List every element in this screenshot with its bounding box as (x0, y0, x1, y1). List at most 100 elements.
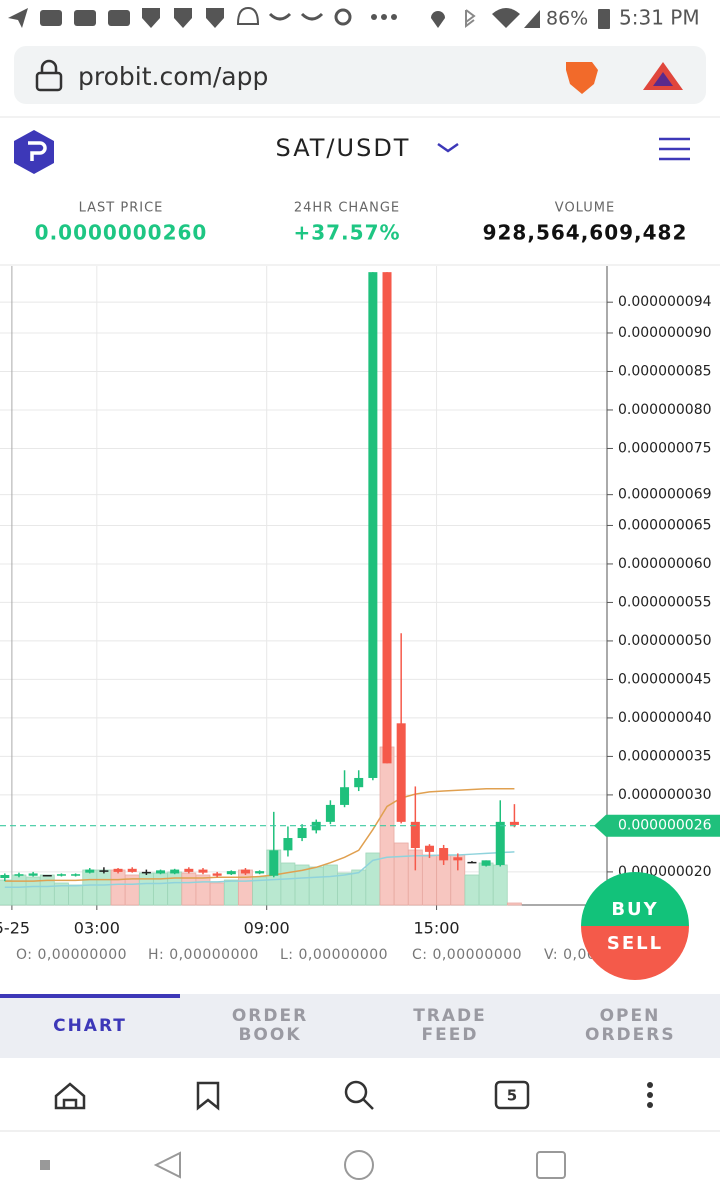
tabs-button[interactable] (494, 1080, 530, 1110)
icon (524, 10, 540, 28)
more-button (647, 1102, 653, 1108)
buy-label[interactable]: BUY (611, 899, 658, 920)
icon (300, 12, 324, 21)
volume-bar (507, 902, 522, 906)
volume-bar (464, 874, 480, 906)
brave-icon[interactable] (566, 62, 598, 94)
legend-item: H: 0,00000000 (148, 947, 259, 963)
candle-body (255, 871, 265, 874)
y-tick-label: 0.000000040 (618, 710, 712, 726)
nav-recent-small[interactable] (40, 1160, 50, 1170)
candle-body (156, 870, 166, 874)
stat-value: 0.0000000260 (35, 221, 208, 245)
candle-body (85, 869, 95, 873)
chart: 0.000000094 0.000000090 0.000000085 0.00000… (0, 266, 720, 938)
icon (334, 8, 352, 26)
candle-body (495, 821, 505, 865)
status-icons (8, 6, 610, 29)
candle-body (368, 272, 378, 778)
sell-label[interactable]: SELL (607, 933, 663, 954)
volume-bar (393, 842, 409, 906)
icon (268, 12, 292, 21)
search-button[interactable] (344, 1080, 368, 1104)
y-tick-label: 0.000000035 (618, 748, 712, 764)
candle-body (28, 873, 38, 876)
y-tick-label: 0.000000050 (618, 633, 712, 649)
buy-button[interactable] (581, 872, 689, 926)
volume-bar (153, 872, 168, 906)
candle-body (424, 845, 434, 852)
browser-toolbar (0, 1059, 720, 1131)
tab[interactable]: TRADE FEED (360, 994, 540, 1058)
candle-body (311, 821, 321, 831)
tab-bar: CHART ORDER BOOK TRADE FEED OPEN ORDERS (0, 994, 720, 1058)
lock-icon (35, 71, 63, 92)
stat-label: VOLUME (555, 201, 615, 216)
pair-dropdown[interactable] (437, 142, 459, 153)
candle-body (42, 874, 52, 877)
y-tick-label: 0.000000030 (618, 787, 712, 803)
tab[interactable]: ORDER BOOK (180, 994, 360, 1058)
x-tick-label: 5-25 (0, 919, 30, 938)
url[interactable]: probit.com/app (78, 62, 268, 91)
sell-button[interactable] (581, 926, 689, 980)
volume-bar (280, 862, 296, 906)
tab[interactable]: CHART (0, 994, 180, 1058)
icon (74, 10, 96, 26)
candle-body (481, 860, 491, 866)
icon (598, 9, 610, 29)
more-button[interactable] (647, 1082, 653, 1088)
volume-bar (167, 871, 183, 906)
stat-label: LAST PRICE (79, 201, 164, 216)
x-tick-label: 09:00 (244, 919, 290, 938)
y-tick-label: 0.000000060 (618, 556, 712, 572)
icon (236, 6, 260, 25)
lock-icon (40, 59, 58, 73)
candle-body (354, 777, 364, 788)
home-button[interactable] (54, 1082, 86, 1110)
icon (381, 14, 387, 20)
icon (465, 9, 476, 28)
menu-icon[interactable] (659, 137, 690, 161)
more-button (647, 1092, 653, 1098)
candle-body (56, 874, 66, 876)
pair-title[interactable]: SAT/USDT (276, 134, 411, 162)
nav-back[interactable] (153, 1151, 181, 1179)
stats: LAST PRICE 0.0000000260 24HR CHANGE +37.57%… (35, 201, 687, 245)
candle-body (382, 272, 392, 764)
y-tick-label: 0.000000069 (618, 487, 712, 503)
volume-bar (478, 862, 494, 906)
icon (391, 14, 397, 20)
rewards-icon (653, 72, 673, 86)
candle-body (14, 874, 24, 876)
nav-home[interactable] (344, 1150, 374, 1180)
battery-level: 86% (546, 8, 588, 30)
candle-body (467, 861, 477, 864)
volume-bar (82, 869, 98, 906)
logo (28, 141, 47, 161)
current-price-label: 0.000000026 (618, 818, 712, 834)
volume-bar (422, 854, 437, 906)
stat-value: +37.57% (293, 221, 400, 245)
candle-body (410, 821, 420, 849)
tab[interactable]: OPEN ORDERS (540, 994, 720, 1058)
x-tick-label: 15:00 (414, 919, 460, 938)
tab-label: CHART (53, 1015, 127, 1036)
url-bar[interactable] (14, 46, 706, 104)
search-button (362, 1098, 374, 1110)
volume-bar (209, 882, 225, 906)
candle-body (198, 869, 208, 873)
icon (40, 10, 62, 26)
clock: 5:31 PM (619, 6, 700, 30)
icon (8, 8, 28, 28)
legend-item: L: 0,00000000 (280, 947, 388, 963)
y-tick-label: 0.000000090 (618, 325, 712, 341)
y-tick-label: 0.000000094 (618, 294, 712, 310)
candle-body (283, 838, 293, 851)
volume-bar (492, 864, 508, 906)
candle-body (127, 868, 137, 872)
bookmark-button[interactable] (196, 1081, 220, 1111)
nav-recents[interactable] (536, 1151, 566, 1179)
volume-bar (322, 864, 338, 906)
